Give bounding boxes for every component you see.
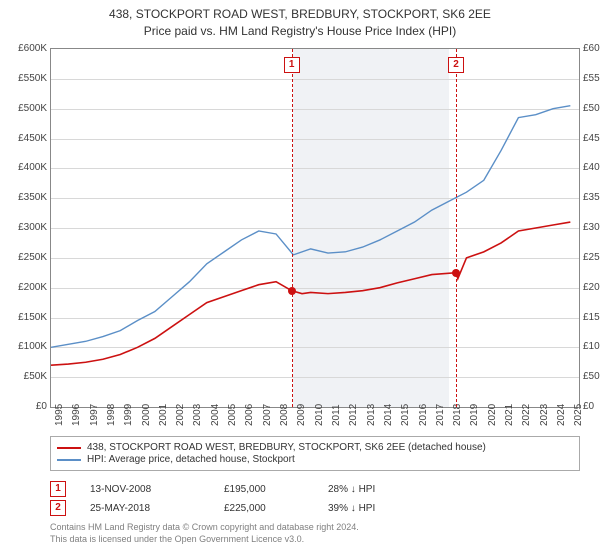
footer-line1: Contains HM Land Registry data © Crown c… <box>50 522 580 534</box>
x-tick-label: 2020 <box>487 404 498 426</box>
y-tick-label: £0 <box>7 401 47 412</box>
x-tick-label: 2022 <box>521 404 532 426</box>
legend-row-2: HPI: Average price, detached house, Stoc… <box>57 454 573 465</box>
footer-line2: This data is licensed under the Open Gov… <box>50 534 580 546</box>
y-tick-label-right: £600K <box>583 43 600 54</box>
x-tick-label: 1997 <box>89 404 100 426</box>
sale-line-2 <box>456 49 457 407</box>
legend-label-2: HPI: Average price, detached house, Stoc… <box>87 454 295 465</box>
x-tick-label: 2025 <box>573 404 584 426</box>
y-tick-label-right: £550K <box>583 73 600 84</box>
y-tick-label: £400K <box>7 162 47 173</box>
x-tick-label: 2009 <box>296 404 307 426</box>
x-tick-label: 1998 <box>106 404 117 426</box>
title-line2: Price paid vs. HM Land Registry's House … <box>0 23 600 40</box>
y-tick-label: £200K <box>7 282 47 293</box>
series-hpi <box>51 106 570 348</box>
y-tick-label: £600K <box>7 43 47 54</box>
x-tick-label: 2013 <box>366 404 377 426</box>
legend-swatch-1 <box>57 447 81 449</box>
x-tick-label: 2021 <box>504 404 515 426</box>
sales-row-1: 1 13-NOV-2008 £195,000 28% ↓ HPI <box>50 481 580 497</box>
x-tick-label: 2014 <box>383 404 394 426</box>
y-tick-label: £100K <box>7 341 47 352</box>
legend: 438, STOCKPORT ROAD WEST, BREDBURY, STOC… <box>50 436 580 471</box>
x-tick-label: 2001 <box>158 404 169 426</box>
sales-date-2: 25-MAY-2018 <box>90 503 200 514</box>
x-tick-label: 2002 <box>175 404 186 426</box>
sales-price-2: £225,000 <box>224 503 304 514</box>
sales-date-1: 13-NOV-2008 <box>90 484 200 495</box>
x-tick-label: 2012 <box>348 404 359 426</box>
y-tick-label-right: £200K <box>583 282 600 293</box>
sales-marker-1: 1 <box>50 481 66 497</box>
y-tick-label: £250K <box>7 252 47 263</box>
y-tick-label-right: £0 <box>583 401 600 412</box>
x-tick-label: 1999 <box>123 404 134 426</box>
sales-row-2: 2 25-MAY-2018 £225,000 39% ↓ HPI <box>50 500 580 516</box>
x-tick-label: 1995 <box>54 404 65 426</box>
y-tick-label: £500K <box>7 103 47 114</box>
y-tick-label-right: £50K <box>583 371 600 382</box>
x-tick-label: 2004 <box>210 404 221 426</box>
y-tick-label-right: £500K <box>583 103 600 114</box>
sale-line-1 <box>292 49 293 407</box>
x-tick-label: 2016 <box>418 404 429 426</box>
y-tick-label-right: £300K <box>583 222 600 233</box>
footer: Contains HM Land Registry data © Crown c… <box>50 522 580 545</box>
sales-price-1: £195,000 <box>224 484 304 495</box>
x-tick-label: 2017 <box>435 404 446 426</box>
x-tick-label: 2010 <box>314 404 325 426</box>
y-tick-label-right: £450K <box>583 133 600 144</box>
x-tick-label: 2018 <box>452 404 463 426</box>
x-tick-label: 2008 <box>279 404 290 426</box>
legend-swatch-2 <box>57 459 81 461</box>
series-svg <box>51 49 579 407</box>
y-tick-label-right: £150K <box>583 312 600 323</box>
x-tick-label: 2006 <box>244 404 255 426</box>
x-tick-label: 1996 <box>71 404 82 426</box>
x-tick-label: 2015 <box>400 404 411 426</box>
sale-dot-2 <box>452 269 460 277</box>
sale-dot-1 <box>288 287 296 295</box>
x-tick-label: 2007 <box>262 404 273 426</box>
sales-table: 1 13-NOV-2008 £195,000 28% ↓ HPI 2 25-MA… <box>50 478 580 519</box>
x-tick-label: 2023 <box>539 404 550 426</box>
x-tick-label: 2003 <box>192 404 203 426</box>
x-tick-label: 2019 <box>469 404 480 426</box>
chart-title-block: 438, STOCKPORT ROAD WEST, BREDBURY, STOC… <box>0 0 600 40</box>
x-tick-label: 2005 <box>227 404 238 426</box>
y-tick-label-right: £400K <box>583 162 600 173</box>
x-tick-label: 2011 <box>331 404 342 426</box>
sale-marker-box-2: 2 <box>448 57 464 73</box>
sales-marker-2: 2 <box>50 500 66 516</box>
sale-marker-box-1: 1 <box>284 57 300 73</box>
legend-label-1: 438, STOCKPORT ROAD WEST, BREDBURY, STOC… <box>87 442 486 453</box>
sales-diff-2: 39% ↓ HPI <box>328 503 408 514</box>
y-tick-label-right: £250K <box>583 252 600 263</box>
y-tick-label: £150K <box>7 312 47 323</box>
x-tick-label: 2024 <box>556 404 567 426</box>
y-tick-label: £50K <box>7 371 47 382</box>
sales-diff-1: 28% ↓ HPI <box>328 484 408 495</box>
x-tick-label: 2000 <box>141 404 152 426</box>
y-tick-label: £550K <box>7 73 47 84</box>
plot-area: £0£0£50K£50K£100K£100K£150K£150K£200K£20… <box>50 48 580 408</box>
y-tick-label: £350K <box>7 192 47 203</box>
y-tick-label: £450K <box>7 133 47 144</box>
y-tick-label-right: £100K <box>583 341 600 352</box>
legend-row-1: 438, STOCKPORT ROAD WEST, BREDBURY, STOC… <box>57 442 573 453</box>
y-tick-label-right: £350K <box>583 192 600 203</box>
series-price_paid <box>51 222 570 365</box>
y-tick-label: £300K <box>7 222 47 233</box>
title-line1: 438, STOCKPORT ROAD WEST, BREDBURY, STOC… <box>0 6 600 23</box>
